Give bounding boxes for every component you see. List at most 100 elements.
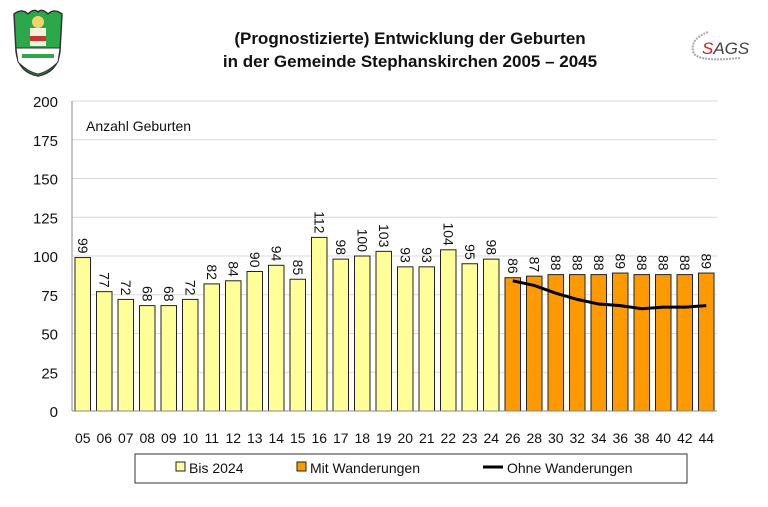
bar-0 (483, 258, 500, 412)
bar-0 (375, 250, 392, 412)
legend-label: Ohne Wanderungen (507, 460, 633, 476)
x-tick-label: 38 (634, 430, 650, 446)
y-tick-label: 50 (41, 327, 58, 344)
bar-0 (311, 236, 328, 412)
x-tick-label: 44 (698, 430, 714, 446)
bar-1 (633, 274, 650, 412)
bar-0 (117, 298, 134, 412)
x-tick-label: 26 (505, 430, 521, 446)
coat-of-arms-logo (13, 9, 63, 77)
y-tick-label: 75 (41, 288, 58, 305)
x-tick-label: 09 (161, 430, 177, 446)
bar-0 (418, 266, 435, 412)
bar-0 (182, 298, 199, 412)
x-tick-label: 19 (376, 430, 392, 446)
x-tick-label: 22 (440, 430, 456, 446)
x-tick-label: 13 (247, 430, 263, 446)
bar-1 (612, 272, 629, 412)
x-tick-label: 21 (419, 430, 435, 446)
data-label: 93 (419, 247, 435, 263)
bar-0 (246, 271, 263, 412)
x-tick-label: 10 (182, 430, 198, 446)
x-tick-label: 32 (569, 430, 585, 446)
bar-0 (96, 291, 113, 412)
chart-title-line1: (Prognostizierte) Entwicklung der Geburt… (234, 29, 586, 48)
bar-0 (461, 263, 478, 412)
y-tick-label: 150 (33, 172, 58, 189)
bar-1 (504, 277, 521, 412)
data-label: 99 (75, 238, 91, 254)
data-label: 82 (204, 264, 220, 280)
line-ohne-wanderungen (512, 279, 707, 311)
legend-swatch (175, 461, 186, 472)
data-label: 88 (655, 255, 671, 271)
data-label: 100 (354, 229, 370, 253)
data-label: 87 (526, 257, 542, 273)
chart-title-line2: in der Gemeinde Stephanskirchen 2005 – 2… (222, 52, 598, 71)
data-label: 94 (268, 246, 284, 262)
x-tick-label: 12 (225, 430, 241, 446)
bar-0 (268, 264, 285, 412)
data-label: 88 (634, 255, 650, 271)
y-tick-label: 100 (33, 249, 58, 266)
x-tick-label: 06 (96, 430, 112, 446)
x-tick-label: 16 (311, 430, 327, 446)
data-label: 95 (462, 244, 478, 260)
data-label: 104 (440, 222, 456, 246)
bar-0 (332, 258, 349, 412)
data-label: 103 (376, 224, 392, 248)
x-tick-label: 24 (483, 430, 499, 446)
legend-label: Bis 2024 (189, 460, 244, 476)
y-tick-label: 0 (50, 404, 58, 421)
x-tick-label: 07 (118, 430, 134, 446)
data-label: 68 (139, 286, 155, 302)
bar-0 (74, 257, 91, 412)
bar-0 (397, 266, 414, 412)
x-tick-label: 08 (139, 430, 155, 446)
data-label: 89 (612, 253, 628, 269)
x-tick-label: 11 (204, 430, 219, 446)
bar-1 (676, 274, 693, 412)
bar-1 (698, 272, 715, 412)
svg-text:SAGS: SAGS (702, 39, 750, 58)
data-label: 88 (677, 255, 693, 271)
y-tick-label: 125 (33, 210, 58, 227)
bar-1 (569, 274, 586, 412)
x-tick-label: 28 (526, 430, 542, 446)
bar-0 (139, 305, 156, 412)
bar-1 (590, 274, 607, 412)
data-label: 68 (161, 286, 177, 302)
x-tick-label: 36 (612, 430, 628, 446)
data-label: 112 (311, 211, 327, 234)
data-label: 84 (225, 261, 241, 277)
data-label: 88 (569, 255, 585, 271)
bar-0 (440, 249, 457, 412)
sags-logo: SAGS (691, 31, 750, 61)
y-axis-label: Anzahl Geburten (86, 118, 191, 134)
legend-swatch (296, 461, 307, 472)
y-tick-label: 175 (33, 133, 58, 150)
x-tick-label: 14 (268, 430, 284, 446)
data-label: 86 (505, 258, 521, 274)
data-label: 93 (397, 247, 413, 263)
data-label: 72 (182, 280, 198, 296)
x-tick-label: 18 (354, 430, 370, 446)
x-tick-label: 05 (75, 430, 91, 446)
data-label: 85 (290, 260, 306, 276)
data-label: 72 (118, 280, 134, 296)
bar-0 (289, 278, 306, 412)
x-tick-label: 42 (677, 430, 693, 446)
data-label: 88 (548, 255, 564, 271)
bar-0 (160, 305, 177, 412)
data-label: 98 (333, 240, 349, 256)
x-tick-label: 40 (655, 430, 671, 446)
legend-box (134, 453, 688, 484)
x-tick-label: 34 (591, 430, 607, 446)
data-label: 88 (591, 255, 607, 271)
legend-label: Mit Wanderungen (310, 460, 420, 476)
x-tick-label: 17 (333, 430, 349, 446)
x-tick-label: 23 (462, 430, 478, 446)
bar-0 (354, 255, 371, 412)
